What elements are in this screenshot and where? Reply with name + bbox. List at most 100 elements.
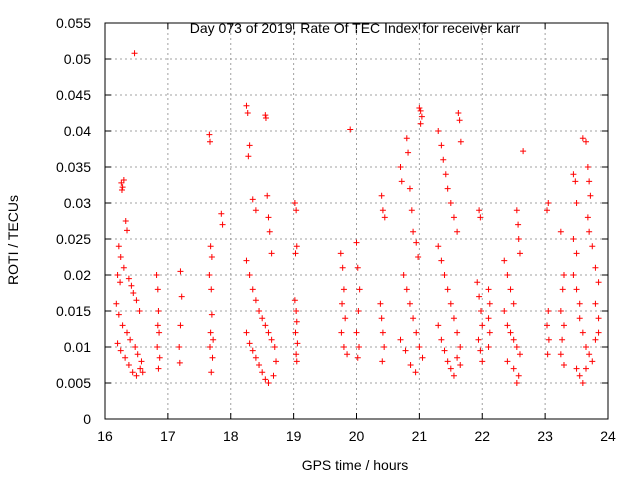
data-point xyxy=(125,275,132,282)
data-point xyxy=(573,365,580,372)
data-point xyxy=(292,250,299,257)
data-point xyxy=(293,207,300,214)
data-point xyxy=(133,297,140,304)
data-point xyxy=(122,354,129,361)
data-point xyxy=(338,329,345,336)
y-tick-label: 0.055 xyxy=(56,15,91,31)
data-point xyxy=(570,236,577,242)
data-point xyxy=(155,365,162,372)
data-point xyxy=(381,214,388,221)
data-point xyxy=(344,351,351,358)
data-point xyxy=(589,358,596,365)
data-point xyxy=(584,214,591,221)
data-point xyxy=(397,336,404,343)
data-point xyxy=(264,192,271,199)
data-point xyxy=(573,250,580,257)
data-point xyxy=(127,336,134,343)
data-point xyxy=(435,128,442,134)
data-point xyxy=(510,365,517,372)
data-point xyxy=(406,300,413,307)
data-point xyxy=(125,362,132,368)
data-point xyxy=(207,138,214,145)
data-point xyxy=(592,264,599,271)
data-point xyxy=(262,376,269,383)
data-point xyxy=(579,329,586,336)
data-point xyxy=(444,358,451,365)
data-point xyxy=(154,286,161,293)
data-point xyxy=(507,286,514,293)
data-point xyxy=(570,171,577,178)
data-point xyxy=(407,362,414,368)
data-point xyxy=(520,148,527,155)
data-point xyxy=(252,297,259,304)
data-point xyxy=(292,329,299,336)
data-point xyxy=(398,178,405,185)
data-point xyxy=(595,279,602,286)
data-point xyxy=(122,218,129,224)
data-point xyxy=(353,329,360,336)
data-point xyxy=(402,347,409,354)
data-point xyxy=(440,156,447,163)
data-point xyxy=(178,293,185,300)
data-point xyxy=(379,207,386,214)
data-point xyxy=(544,351,551,358)
data-point xyxy=(113,300,120,307)
data-point xyxy=(252,207,259,214)
data-point xyxy=(294,340,301,347)
data-point xyxy=(544,207,551,214)
data-point xyxy=(584,164,591,170)
y-tick-label: 0.045 xyxy=(56,87,91,103)
data-point xyxy=(206,131,213,138)
data-point xyxy=(293,318,300,325)
data-point xyxy=(208,311,215,318)
data-point xyxy=(397,164,404,170)
data-point xyxy=(403,286,410,293)
data-point xyxy=(457,138,464,145)
data-point xyxy=(510,336,517,343)
data-point xyxy=(337,250,344,257)
data-point xyxy=(249,196,256,203)
data-point xyxy=(136,308,143,314)
data-point xyxy=(573,200,580,206)
data-point xyxy=(119,184,126,191)
data-point xyxy=(457,362,464,368)
data-point xyxy=(586,228,593,235)
data-point xyxy=(557,351,564,358)
data-point xyxy=(579,380,586,386)
data-point xyxy=(177,322,184,329)
data-point xyxy=(259,369,266,376)
y-tick-label: 0.005 xyxy=(56,375,91,391)
data-point xyxy=(516,250,523,257)
data-point xyxy=(243,102,250,109)
data-point xyxy=(291,297,298,304)
x-axis-label: GPS time / hours xyxy=(302,457,409,473)
data-point xyxy=(381,344,388,350)
data-point xyxy=(457,344,464,350)
data-point xyxy=(265,380,272,386)
data-point xyxy=(134,351,141,358)
data-point xyxy=(513,344,520,350)
y-tick-label: 0.04 xyxy=(64,123,91,139)
data-point xyxy=(510,300,517,307)
data-point xyxy=(479,358,486,365)
data-point xyxy=(243,257,250,264)
data-point xyxy=(207,329,214,336)
data-point xyxy=(450,214,457,221)
data-point xyxy=(592,300,599,307)
data-point xyxy=(400,272,407,278)
data-point xyxy=(435,243,442,250)
data-point xyxy=(353,239,360,246)
data-point xyxy=(589,243,596,250)
data-point xyxy=(293,358,300,365)
data-point xyxy=(513,207,520,214)
data-point xyxy=(379,329,386,336)
data-point xyxy=(176,359,183,366)
data-point xyxy=(243,329,250,336)
data-point xyxy=(137,365,144,372)
data-point xyxy=(356,286,363,293)
data-point xyxy=(246,272,253,278)
data-point xyxy=(268,250,275,257)
data-point xyxy=(477,308,484,314)
data-point xyxy=(447,365,454,372)
